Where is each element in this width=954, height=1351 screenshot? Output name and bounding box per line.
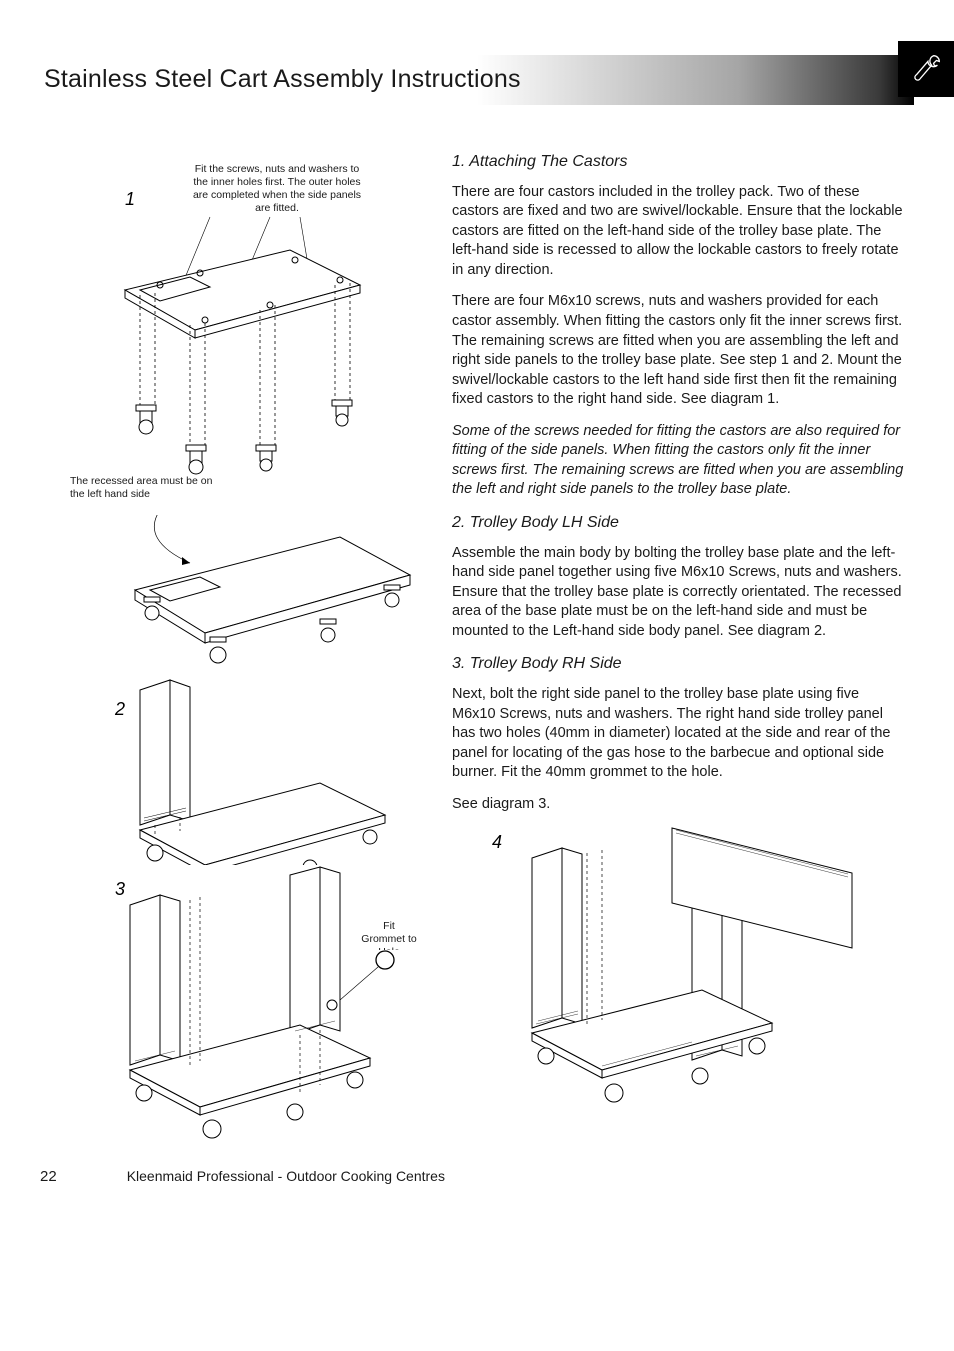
section-3-p1: Next, bolt the right side panel to the t… — [452, 685, 906, 783]
diagram-4: 4 — [452, 818, 872, 1138]
section-2-heading: 2. Trolley Body LH Side — [452, 512, 906, 534]
section-3-heading: 3. Trolley Body RH Side — [452, 653, 906, 675]
page-title: Stainless Steel Cart Assembly Instructio… — [40, 63, 521, 97]
section-1-p3: Some of the screws needed for fitting th… — [452, 422, 906, 500]
diagram-1-note-left: The recessed area must be on the left ha… — [70, 475, 220, 501]
diagram-2-num: 2 — [114, 699, 125, 719]
diagram-3-num: 3 — [115, 879, 125, 899]
diagram-2: 2 — [40, 515, 420, 865]
diagram-1-num: 1 — [125, 189, 135, 209]
section-1-heading: 1. Attaching The Castors — [452, 151, 906, 173]
diagram-1-note-top: Fit the screws, nuts and washers to the … — [192, 163, 362, 216]
diagram-3-note: Fit Grommet to Hole — [360, 920, 418, 950]
section-1-p1: There are four castors included in the t… — [452, 183, 906, 281]
section-2-p1: Assemble the main body by bolting the tr… — [452, 544, 906, 642]
diagram-1: 1 Fit the screws, nuts and washers to th… — [40, 145, 420, 515]
page-footer: 22 Kleenmaid Professional - Outdoor Cook… — [40, 1167, 914, 1187]
section-1-p2: There are four M6x10 screws, nuts and wa… — [452, 292, 906, 409]
section-3-p2: See diagram 3. — [452, 795, 906, 815]
wrench-icon — [898, 41, 954, 97]
page-number: 22 — [40, 1167, 57, 1187]
page-header: Stainless Steel Cart Assembly Instructio… — [40, 55, 914, 105]
diagram-4-num: 4 — [492, 832, 502, 852]
diagram-3: 3 Fit Grommet to Hole — [40, 865, 420, 1185]
footer-text: Kleenmaid Professional - Outdoor Cooking… — [127, 1167, 445, 1186]
